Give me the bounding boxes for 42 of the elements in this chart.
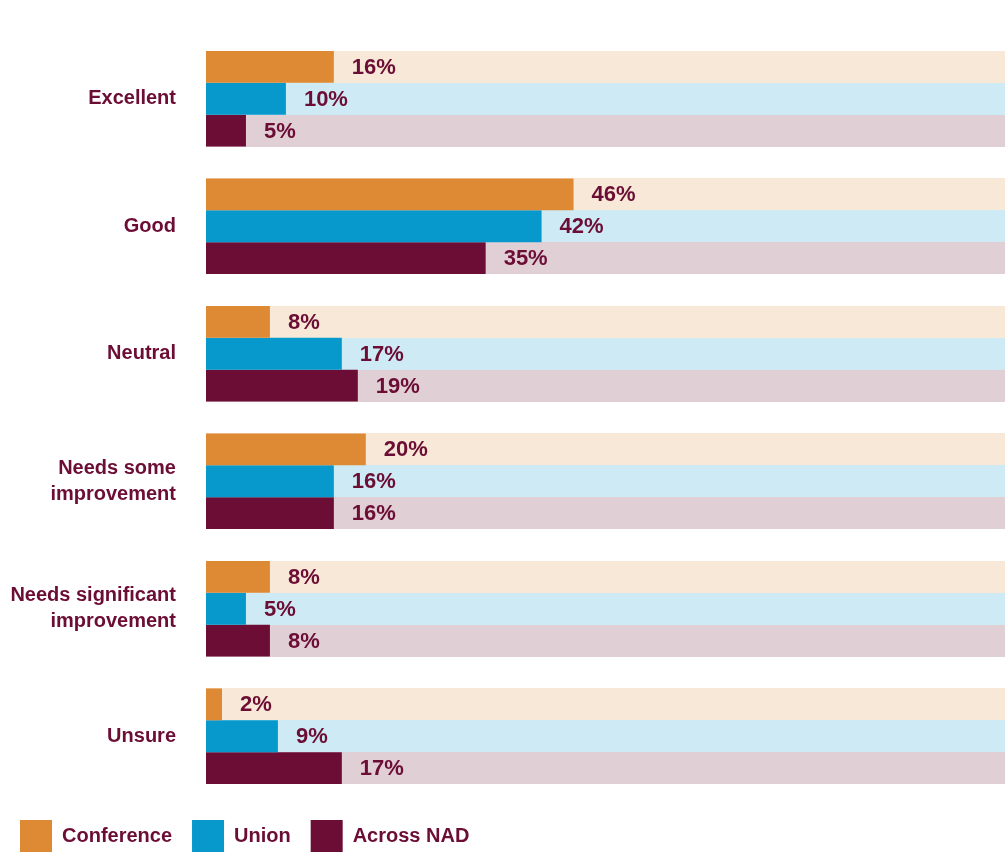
bar xyxy=(206,624,270,657)
bar xyxy=(206,560,270,593)
bar xyxy=(206,369,358,402)
y-tick-label: Excellent xyxy=(88,86,177,109)
bar xyxy=(206,114,246,147)
bar xyxy=(206,465,334,498)
legend-label: Union xyxy=(234,823,291,846)
data-label: 10% xyxy=(303,85,348,111)
data-label: 16% xyxy=(351,468,396,494)
bar xyxy=(206,497,334,530)
bar xyxy=(206,50,334,83)
data-label: 9% xyxy=(295,723,328,749)
bar xyxy=(206,688,222,721)
bar xyxy=(206,82,286,115)
data-label: 46% xyxy=(591,181,636,207)
bar xyxy=(206,433,366,466)
data-label: 17% xyxy=(359,755,404,781)
data-label: 20% xyxy=(383,436,428,462)
bar xyxy=(206,752,342,785)
data-label: 35% xyxy=(503,245,548,271)
bar xyxy=(206,592,246,625)
legend-label: Conference xyxy=(62,823,173,846)
data-label: 19% xyxy=(375,372,420,398)
y-tick-label: Unsure xyxy=(107,723,176,746)
y-tick-label: Needs significant improvement xyxy=(10,583,177,632)
bar xyxy=(206,305,270,338)
bar xyxy=(206,337,342,370)
data-label: 16% xyxy=(351,500,396,526)
y-tick-label: Good xyxy=(123,213,176,236)
data-label: 8% xyxy=(287,563,320,589)
y-tick-label: Neutral xyxy=(107,341,176,364)
data-label: 2% xyxy=(239,691,272,717)
data-label: 5% xyxy=(263,117,296,143)
data-label: 8% xyxy=(287,627,320,653)
y-tick-label: Needs some improvement xyxy=(50,455,177,504)
legend-label: Across NAD xyxy=(352,823,470,846)
data-label: 8% xyxy=(287,308,320,334)
bar xyxy=(206,720,278,753)
data-label: 5% xyxy=(263,595,296,621)
data-label: 17% xyxy=(359,340,404,366)
data-label: 42% xyxy=(559,213,604,239)
data-label: 16% xyxy=(351,53,396,79)
